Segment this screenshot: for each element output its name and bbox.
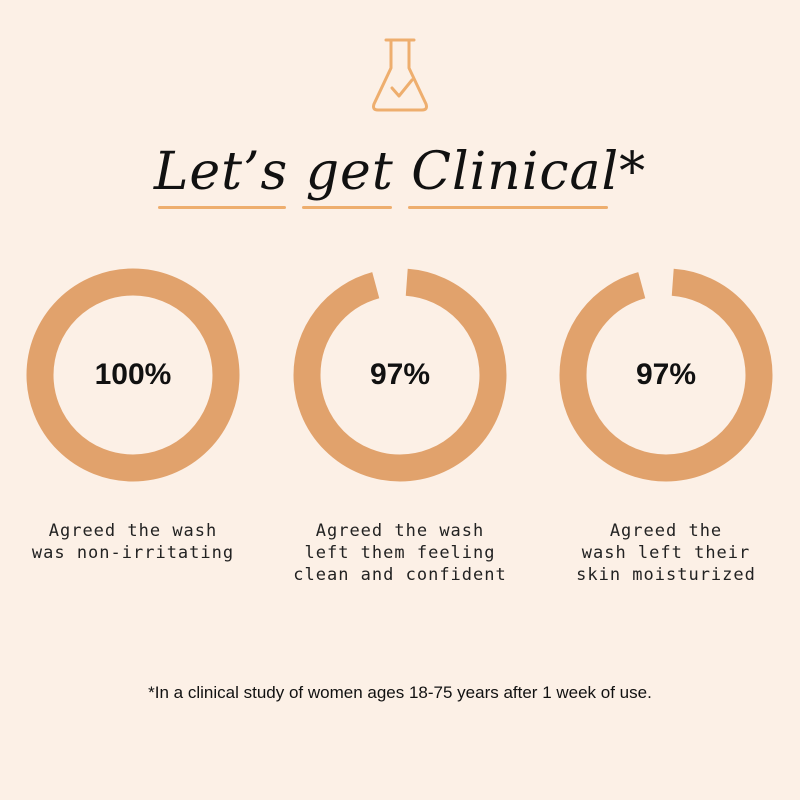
- stat-caption: Agreed the wash left their skin moisturi…: [576, 521, 756, 585]
- footnote: *In a clinical study of women ages 18-75…: [148, 683, 652, 702]
- ring-arc: [559, 268, 773, 482]
- title-underline: [302, 206, 392, 209]
- stat-ring: 97%: [559, 268, 773, 482]
- stat-value: 97%: [369, 358, 431, 391]
- stat-value: 97%: [635, 358, 697, 391]
- progress-ring: [26, 268, 240, 482]
- flask-check-icon: [368, 36, 432, 114]
- title-underline: [408, 206, 608, 209]
- ring-arc: [293, 268, 507, 482]
- progress-ring: [293, 268, 507, 482]
- progress-ring: [559, 268, 773, 482]
- page-title: Let’s get Clinical*: [153, 142, 647, 202]
- stat-caption: Agreed the wash left them feeling clean …: [293, 521, 507, 585]
- stat-value: 100%: [94, 358, 172, 391]
- title-underline: [158, 206, 286, 209]
- stat-ring: 97%: [293, 268, 507, 482]
- stat-caption: Agreed the wash was non-irritating: [31, 521, 235, 563]
- stat-ring: 100%: [26, 268, 240, 482]
- ring-arc: [26, 268, 240, 482]
